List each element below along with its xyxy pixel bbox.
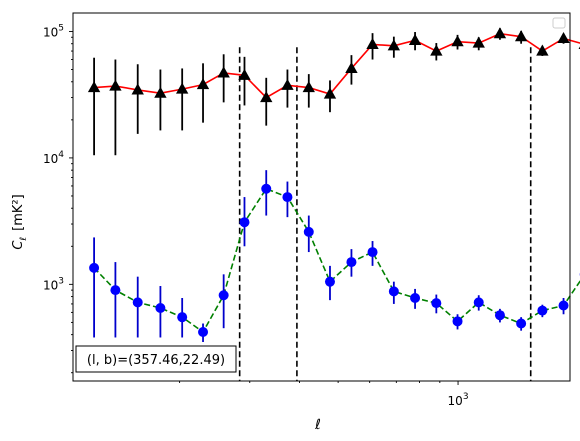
series-0-point-7	[238, 68, 251, 80]
series-1-point-19	[494, 310, 505, 321]
series-0-point-3	[154, 86, 167, 98]
series-0-point-21	[536, 44, 549, 56]
series-0-point-16	[430, 44, 443, 56]
series-0-point-4	[176, 82, 189, 94]
series-1-point-14	[388, 286, 399, 297]
x-tick-label-0: 103	[448, 392, 469, 408]
series-1-point-8	[261, 183, 272, 194]
series-0-point-12	[345, 61, 358, 73]
y-axis-label: Cℓ [mK²]	[11, 194, 29, 249]
y-tick-label-0-base: 10	[43, 278, 58, 292]
series-1-point-4	[177, 312, 188, 323]
series-0-point-14	[387, 39, 401, 51]
series-1-point-1	[110, 285, 121, 296]
y-tick-label-1-exp: 4	[58, 150, 64, 160]
series-0-point-9	[281, 78, 294, 90]
y-tick-label-1-base: 10	[43, 152, 58, 166]
legend-box	[552, 17, 566, 29]
y-tick-label-0-exp: 3	[58, 276, 64, 286]
series-1-point-15	[410, 292, 421, 303]
series-0-point-13	[366, 37, 379, 49]
series-1-point-16	[431, 298, 442, 309]
series-1-point-10	[303, 226, 314, 237]
series-0-point-15	[408, 33, 422, 45]
series-1-point-3	[155, 302, 166, 313]
series-1-point-9	[282, 192, 293, 203]
series-0-point-1	[109, 79, 122, 91]
series-1-point-18	[473, 297, 484, 308]
y-tick-label-0: 103	[43, 276, 64, 292]
series-0-point-2	[131, 83, 144, 95]
series-1	[89, 170, 580, 342]
plot-area	[87, 27, 580, 381]
series-0-point-11	[323, 87, 337, 99]
annotation-box: (l, b)=(357.46,22.49)	[75, 345, 237, 373]
series-0-point-20	[514, 30, 528, 42]
y-tick-label-2-exp: 5	[58, 23, 64, 33]
axes-frame	[72, 12, 571, 382]
y-axis-label-unit: [mK²]	[11, 194, 26, 231]
x-tick-label-0-exp: 3	[463, 392, 469, 402]
series-0-point-10	[302, 81, 315, 93]
series-1-point-6	[218, 290, 229, 301]
series-1-point-17	[452, 316, 463, 327]
series-0-point-19	[493, 27, 507, 39]
series-1-point-20	[516, 318, 527, 329]
series-1-point-12	[346, 257, 357, 268]
series-0-point-6	[217, 66, 230, 78]
series-0-point-18	[472, 36, 485, 48]
series-0-point-8	[260, 91, 273, 103]
series-1-point-11	[324, 276, 335, 287]
series-1-point-13	[367, 247, 378, 258]
series-1-point-22	[558, 300, 569, 311]
series-0-point-17	[451, 35, 464, 47]
x-axis-label: ℓ	[314, 417, 321, 433]
series-0	[87, 27, 580, 156]
series-1-point-0	[89, 262, 100, 273]
y-axis-label-sub: ℓ	[19, 237, 29, 242]
y-tick-label-2-base: 10	[43, 25, 58, 39]
annotation-frame	[75, 345, 237, 373]
series-1-point-21	[537, 305, 548, 316]
y-tick-label-2: 105	[43, 23, 64, 39]
x-tick-label-0-base: 10	[448, 394, 463, 408]
series-0-point-22	[557, 31, 570, 44]
annotation-text: (l, b)=(357.46,22.49)	[87, 353, 225, 368]
series-0-point-5	[196, 78, 210, 90]
series-1-point-5	[198, 326, 209, 337]
y-axis-label-main: C	[11, 240, 26, 250]
series-0-point-0	[87, 81, 101, 93]
y-tick-label-1: 104	[43, 150, 64, 166]
series-1-point-2	[132, 297, 143, 308]
series-1-point-7	[239, 217, 250, 228]
